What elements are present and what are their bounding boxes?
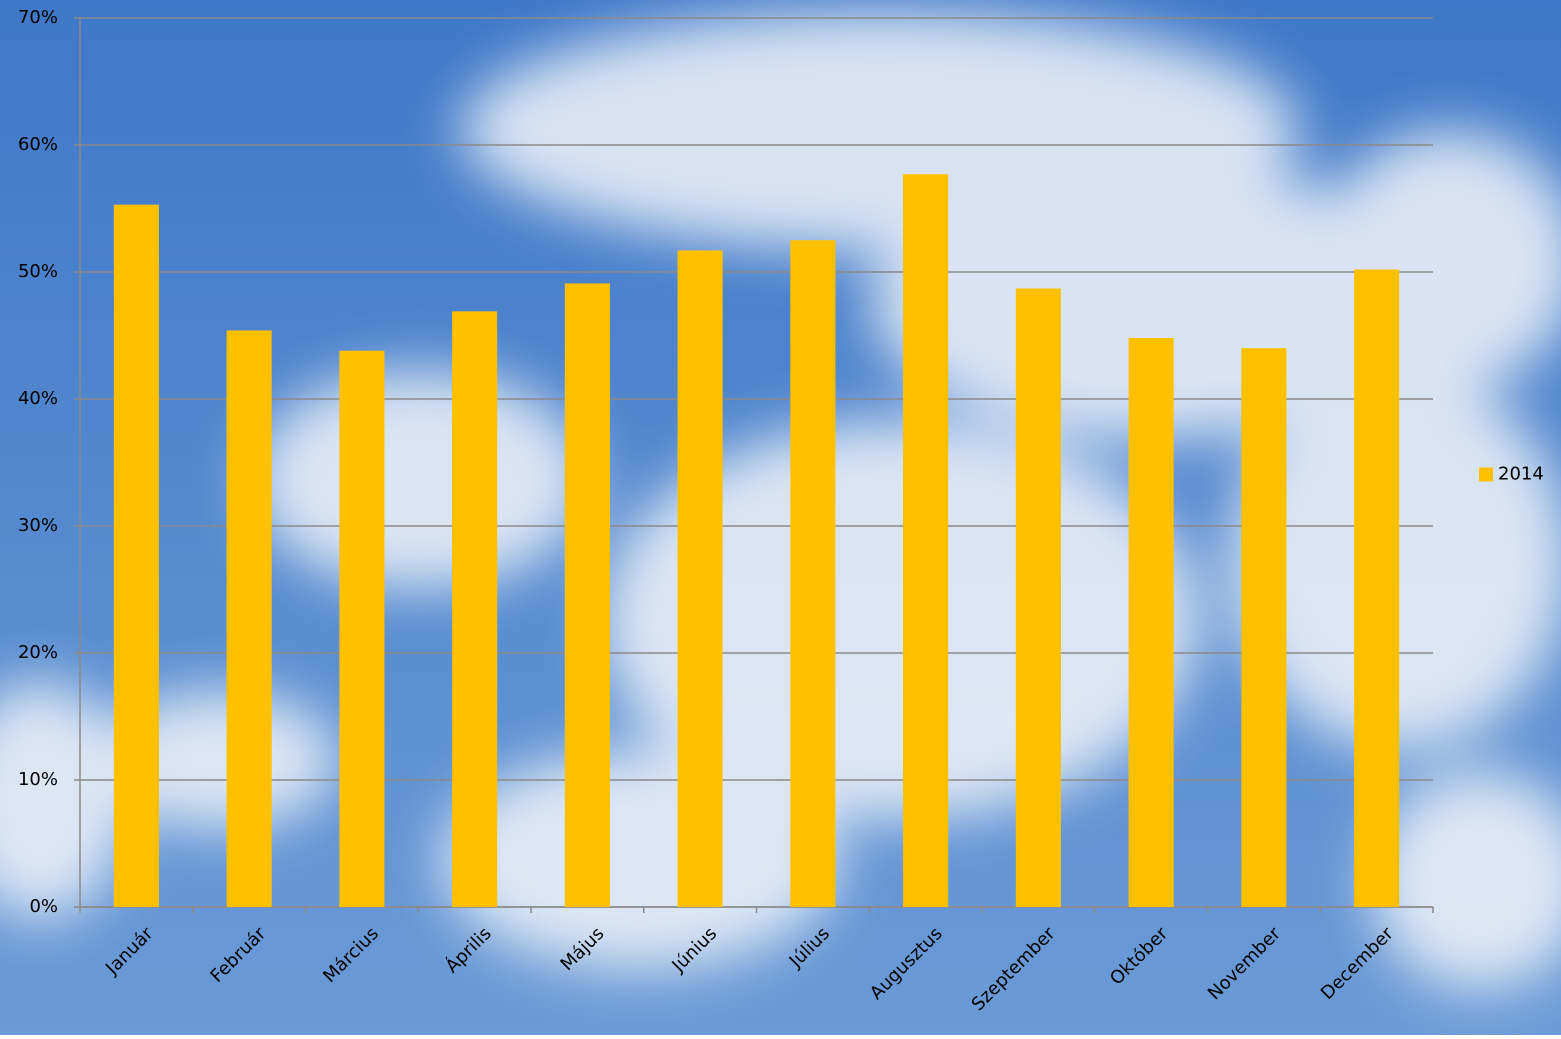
y-tick-label: 10% xyxy=(18,769,58,790)
bar xyxy=(1241,348,1287,907)
bar xyxy=(903,174,949,907)
legend-label: 2014 xyxy=(1498,464,1544,485)
y-tick-label: 30% xyxy=(18,515,58,536)
y-tick-label: 40% xyxy=(18,388,58,409)
bar xyxy=(452,311,498,907)
bar xyxy=(1354,269,1400,908)
legend-swatch xyxy=(1479,467,1493,482)
bar xyxy=(790,240,836,907)
y-tick-label: 60% xyxy=(18,134,58,155)
y-tick-label: 20% xyxy=(18,642,58,663)
clouds xyxy=(0,10,1561,990)
bar xyxy=(1015,288,1061,907)
y-tick-label: 0% xyxy=(29,896,58,917)
bar xyxy=(113,204,159,907)
bar xyxy=(564,283,610,907)
y-tick-label: 50% xyxy=(18,261,58,282)
bar xyxy=(677,250,723,907)
bar xyxy=(339,350,385,907)
bar xyxy=(1128,338,1174,907)
y-tick-label: 70% xyxy=(18,7,58,28)
bar xyxy=(226,330,272,907)
